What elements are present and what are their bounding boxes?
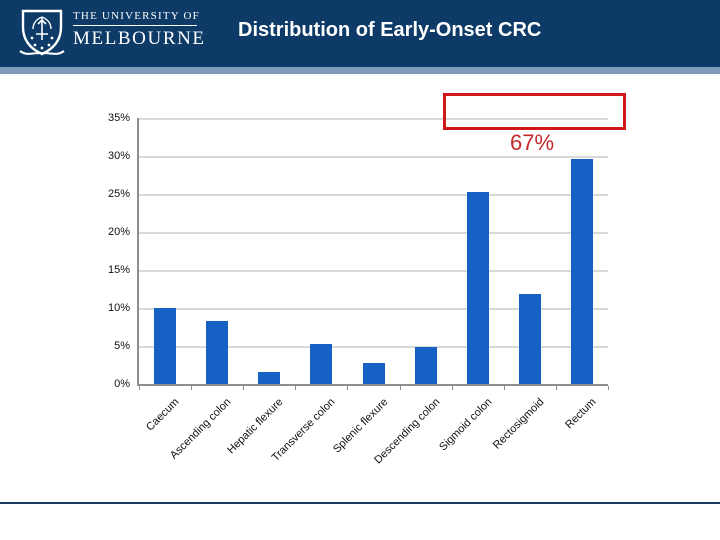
gridline-5% <box>139 346 608 348</box>
x-axis-label-splenic-flexure: Splenic flexure <box>330 396 390 456</box>
bar-transverse-colon <box>310 344 333 384</box>
gridline-30% <box>139 156 608 158</box>
y-axis-line <box>137 118 139 386</box>
x-axis-label-caecum: Caecum <box>144 396 182 434</box>
bar-hepatic-flexure <box>258 372 281 384</box>
bar-chart-plot-area <box>137 118 609 390</box>
gridline-25% <box>139 194 608 196</box>
x-axis-tick <box>608 386 609 390</box>
x-axis-label-descending-colon: Descending colon <box>371 396 443 467</box>
slide-header-bar: THE UNIVERSITY OF MELBOURNE Distribution… <box>0 0 720 67</box>
footer-divider-line <box>0 502 720 504</box>
x-axis-tick <box>139 386 140 390</box>
bar-rectosigmoid <box>518 294 541 384</box>
y-axis-tick-label-0%: 0% <box>114 378 130 390</box>
header-accent-stripe <box>0 67 720 74</box>
gridline-15% <box>139 270 608 272</box>
university-wordmark-line2: MELBOURNE <box>73 28 206 49</box>
gridline-10% <box>139 308 608 310</box>
y-axis-tick-label-5%: 5% <box>114 340 130 352</box>
gridline-20% <box>139 232 608 234</box>
slide-title: Distribution of Early-Onset CRC <box>238 19 542 41</box>
x-axis-tick <box>400 386 401 390</box>
y-axis-tick-label-20%: 20% <box>107 226 130 238</box>
bar-sigmoid-colon <box>466 192 489 384</box>
y-axis-tick-label-15%: 15% <box>107 264 130 276</box>
x-axis-label-ascending-colon: Ascending colon <box>168 396 234 462</box>
bar-descending-colon <box>414 347 437 384</box>
x-axis-tick <box>243 386 244 390</box>
x-axis-tick <box>556 386 557 390</box>
x-axis-label-hepatic-flexure: Hepatic flexure <box>225 396 286 457</box>
x-axis-label-sigmoid-colon: Sigmoid colon <box>436 396 495 454</box>
distal-percentage-annotation: 67% <box>509 130 555 155</box>
x-axis-line <box>137 384 608 386</box>
y-axis-tick-label-10%: 10% <box>107 302 130 314</box>
university-wordmark: THE UNIVERSITY OF MELBOURNE <box>73 10 206 50</box>
y-axis-tick-label-35%: 35% <box>107 112 130 124</box>
x-axis-tick <box>295 386 296 390</box>
gridline-35% <box>139 118 608 120</box>
bar-ascending-colon <box>206 321 229 384</box>
y-axis-tick-label-25%: 25% <box>107 188 130 200</box>
university-wordmark-line1: THE UNIVERSITY OF <box>73 10 200 22</box>
x-axis-tick <box>504 386 505 390</box>
x-axis-label-rectum: Rectum <box>563 396 599 432</box>
x-axis-label-rectosigmoid: Rectosigmoid <box>490 396 547 452</box>
x-axis-tick <box>347 386 348 390</box>
x-axis-tick <box>452 386 453 390</box>
x-axis-tick <box>191 386 192 390</box>
y-axis-tick-label-30%: 30% <box>107 150 130 162</box>
university-crest-logo <box>19 9 65 56</box>
x-axis-label-transverse-colon: Transverse colon <box>270 396 338 464</box>
bar-rectum <box>570 159 593 384</box>
bar-splenic-flexure <box>362 363 385 384</box>
wordmark-divider-rule <box>73 25 197 26</box>
highlight-box <box>443 93 626 130</box>
bar-caecum <box>154 308 177 384</box>
